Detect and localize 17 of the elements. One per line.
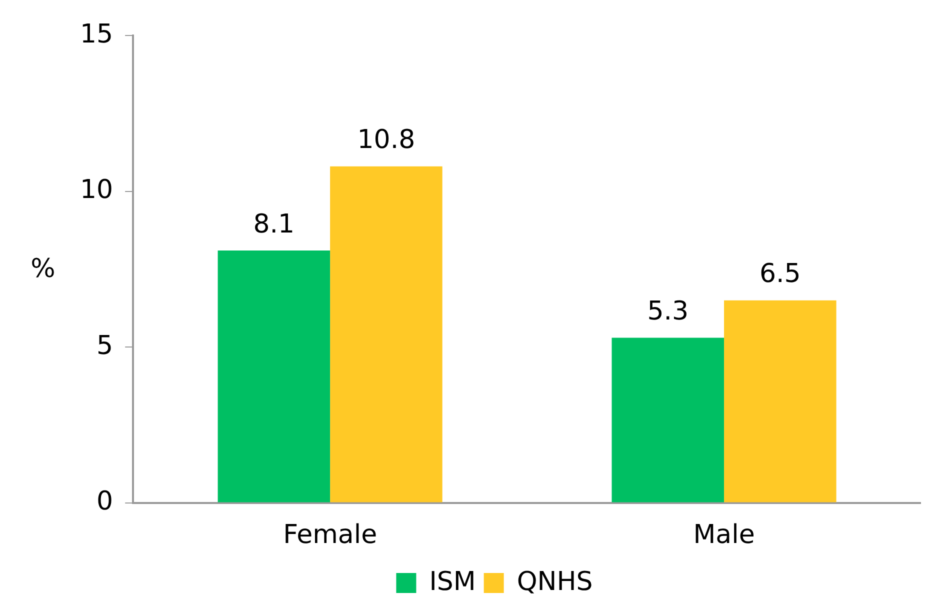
x-tick-label: Female: [283, 520, 378, 550]
bar: [330, 166, 442, 502]
data-label: 6.5: [759, 259, 801, 290]
bar: [218, 250, 330, 502]
data-label: 8.1: [253, 209, 295, 240]
y-axis-title: %: [30, 254, 56, 284]
bar: [724, 300, 836, 502]
data-label: 10.8: [357, 125, 416, 156]
y-tick-label: 10: [80, 175, 114, 206]
y-tick-label: 5: [96, 330, 114, 361]
y-tick-label: 15: [80, 19, 114, 50]
data-label: 5.3: [647, 296, 689, 326]
legend-label: QNHS: [516, 566, 593, 597]
legend-label: ISM: [429, 566, 476, 597]
x-tick-label: Male: [693, 520, 755, 550]
y-tick-label: 0: [96, 486, 114, 517]
bar: [612, 338, 724, 502]
